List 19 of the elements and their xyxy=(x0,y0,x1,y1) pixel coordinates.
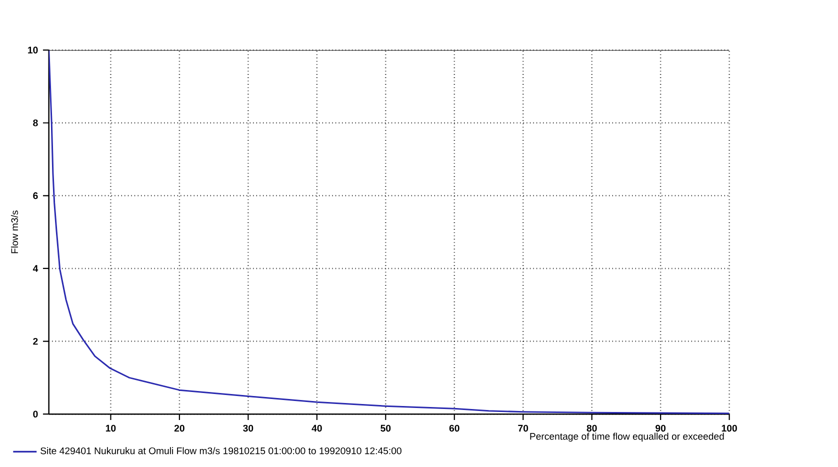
x-tick-label: 10 xyxy=(106,424,116,432)
x-axis-title: Percentage of time flow equalled or exceeded xyxy=(530,432,724,442)
x-tick-label: 60 xyxy=(449,424,460,432)
x-tick-label: 30 xyxy=(243,424,254,432)
y-tick-label: 6 xyxy=(33,192,38,200)
y-tick-label: 8 xyxy=(33,120,38,126)
x-tick-label: 70 xyxy=(518,424,528,432)
y-tick-label: 2 xyxy=(33,338,38,345)
x-tick-label: 40 xyxy=(312,424,322,432)
x-tick-label: 90 xyxy=(656,424,666,432)
y-tick-label: 0 xyxy=(33,410,38,418)
x-tick-label: 50 xyxy=(380,424,391,432)
y-axis-title: Flow m3/s xyxy=(10,210,18,254)
x-tick-label: 100 xyxy=(722,424,737,432)
x-tick-label: 20 xyxy=(174,424,184,432)
y-tick-label: 4 xyxy=(32,265,38,272)
legend-label: Site 429401 Nukuruku at Omuli Flow m3/s 19810215 01:00:00 to 19920910 12:45:00 xyxy=(40,447,402,454)
x-tick-label: 80 xyxy=(586,424,597,432)
y-tick-label: 10 xyxy=(28,46,38,54)
